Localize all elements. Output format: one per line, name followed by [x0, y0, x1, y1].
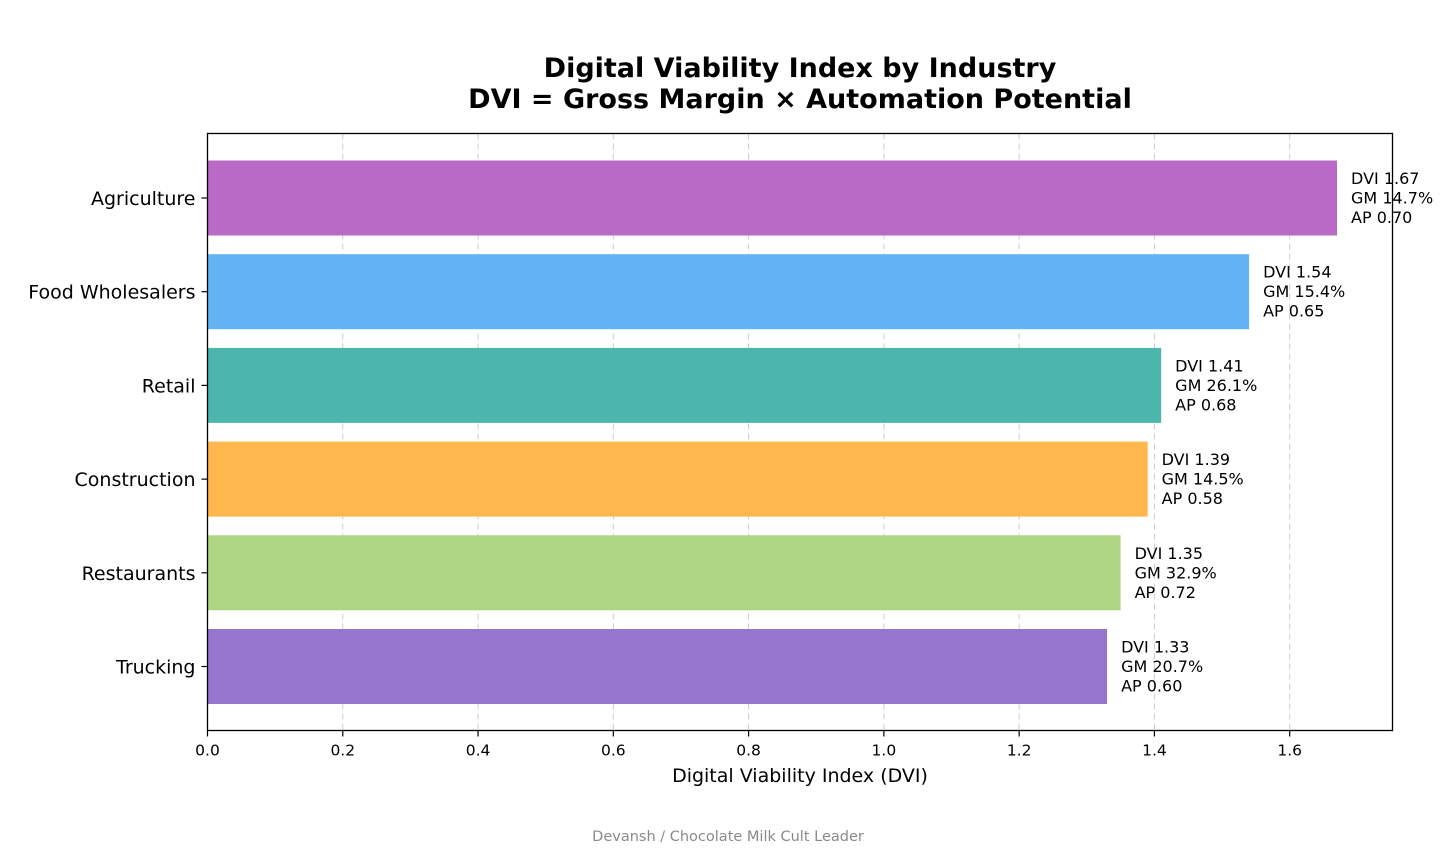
bar-data-label-line: AP 0.68 — [1175, 395, 1236, 414]
bar-food-wholesalers — [207, 254, 1250, 330]
y-category-label: Food Wholesalers — [28, 282, 195, 304]
bar-data-label-line: AP 0.70 — [1351, 208, 1412, 227]
y-category-label: Restaurants — [82, 563, 196, 585]
bar-data-label-line: DVI 1.41 — [1175, 356, 1243, 375]
bar-data-label-line: GM 26.1% — [1175, 376, 1257, 395]
y-category-label: Agriculture — [91, 188, 196, 210]
y-category-label: Trucking — [115, 657, 196, 679]
x-tick-label: 0.0 — [195, 742, 220, 760]
x-axis-label: Digital Viability Index (DVI) — [672, 765, 928, 787]
bar-data-label-line: DVI 1.33 — [1121, 638, 1189, 657]
bar-data-label-line: DVI 1.39 — [1162, 450, 1230, 469]
x-axis-ticks: 0.0 0.2 0.4 0.6 0.8 1.0 1.2 1.4 1.6 — [195, 730, 1302, 760]
y-category-label: Retail — [142, 375, 196, 397]
bar-data-label-line: GM 20.7% — [1121, 657, 1203, 676]
bar-retail — [207, 347, 1162, 423]
bar-data-label-line: GM 32.9% — [1135, 563, 1217, 582]
bar-data-label-line: DVI 1.54 — [1263, 263, 1331, 282]
x-tick-label: 0.6 — [601, 742, 626, 760]
chart-title-line-1: Digital Viability Index by Industry — [544, 53, 1057, 84]
bar-data-label-line: DVI 1.67 — [1351, 169, 1419, 188]
bar-data-label-line: GM 14.5% — [1162, 470, 1244, 489]
plot-area-frame — [206, 132, 1394, 732]
y-axis-category-labels: Agriculture Food Wholesalers Retail Constru… — [28, 188, 208, 679]
chart-title: Digital Viability Index by Industry DVI … — [468, 53, 1132, 115]
x-tick-label: 0.2 — [330, 742, 355, 760]
chart-title-line-2: DVI = Gross Margin × Automation Potentia… — [468, 84, 1132, 115]
x-tick-label: 1.2 — [1007, 742, 1032, 760]
bar-data-label-line: GM 15.4% — [1263, 282, 1345, 301]
bar-trucking — [207, 629, 1108, 704]
bar-data-label-line: AP 0.65 — [1263, 302, 1324, 321]
y-category-label: Construction — [75, 469, 196, 491]
bar-restaurants — [207, 535, 1121, 611]
x-tick-label: 1.6 — [1277, 742, 1302, 760]
x-tick-label: 1.0 — [872, 742, 897, 760]
x-tick-label: 1.4 — [1142, 742, 1167, 760]
bar-data-label-line: DVI 1.35 — [1135, 544, 1203, 563]
x-tick-label: 0.4 — [466, 742, 491, 760]
bar-data-label-line: AP 0.72 — [1135, 583, 1196, 602]
credit-text: Devansh / Chocolate Milk Cult Leader — [592, 829, 864, 845]
bar-data-label-line: AP 0.58 — [1162, 489, 1223, 508]
bar-agriculture — [207, 160, 1338, 236]
bar-data-label-line: AP 0.60 — [1121, 677, 1182, 696]
bar-construction — [207, 441, 1148, 517]
x-tick-label: 0.8 — [736, 742, 761, 760]
bars — [207, 160, 1338, 704]
